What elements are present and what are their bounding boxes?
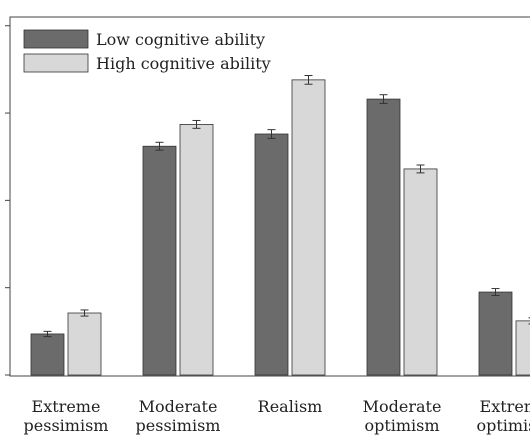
y-axis-ticks <box>5 25 10 376</box>
error-bar-s0-c1 <box>155 141 164 151</box>
plot-frame <box>9 16 530 377</box>
legend: Low cognitive ability High cognitive abi… <box>23 29 271 73</box>
x-label-2: Realism <box>258 397 323 416</box>
legend-label-high: High cognitive ability <box>96 54 271 73</box>
bar-s1-c0 <box>67 312 102 376</box>
x-label-4: Extremeoptimism <box>476 397 530 435</box>
bar-s0-c2 <box>254 133 289 376</box>
error-bar-s0-c0 <box>43 330 52 338</box>
error-bars-layer <box>43 75 530 338</box>
x-label-3: Moderate optimism <box>363 397 442 435</box>
error-bar-s1-c3 <box>416 164 425 174</box>
error-bar-s0-c4 <box>491 288 500 297</box>
error-bar-s1-c0 <box>80 309 89 317</box>
error-bar-s0-c3 <box>379 94 388 104</box>
x-label-1: Moderate pessimism <box>136 397 221 435</box>
bar-s0-c4 <box>478 291 513 376</box>
bar-s1-c2 <box>291 79 326 376</box>
legend-label-low: Low cognitive ability <box>96 30 265 49</box>
bar-s0-c0 <box>30 333 65 376</box>
bar-s1-c1 <box>179 124 214 376</box>
bar-s0-c1 <box>142 145 177 376</box>
legend-swatch-high <box>23 53 89 73</box>
error-bar-s1-c1 <box>192 119 201 129</box>
x-label-0: Extreme pessimism <box>24 397 109 435</box>
bar-s0-c3 <box>366 98 401 376</box>
bar-s1-c3 <box>403 168 438 376</box>
error-bar-s1-c2 <box>304 75 313 85</box>
x-axis-labels: Extreme pessimism Moderate pessimism Realism… <box>24 397 530 435</box>
bars-layer <box>30 79 530 376</box>
bar-s1-c4 <box>515 320 530 376</box>
error-bar-s0-c2 <box>267 129 276 139</box>
legend-swatch-low <box>23 29 89 49</box>
